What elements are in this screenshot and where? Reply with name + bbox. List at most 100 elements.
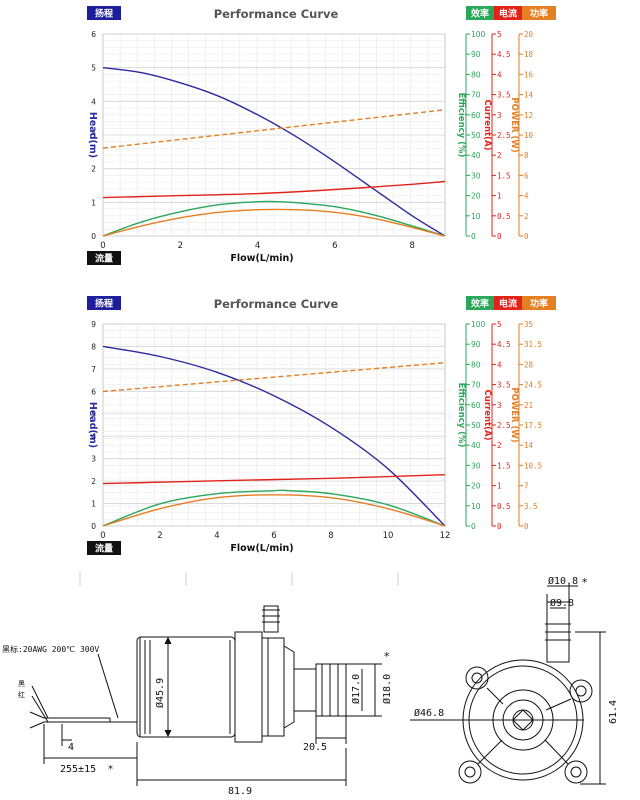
x-axis-label: Flow(L/min) xyxy=(230,543,293,554)
y-tick-label: 0 xyxy=(91,232,96,241)
badge-flow-bg xyxy=(87,541,121,555)
axis-tick-label-eff: 60 xyxy=(471,401,481,410)
series-line-pow xyxy=(102,208,446,237)
axis-tick-label-pow: 14 xyxy=(524,91,534,100)
axis-tick-label-cur: 0.5 xyxy=(497,502,511,511)
axis-tick-label-pow: 24.5 xyxy=(524,381,542,390)
badge-head: 扬程 xyxy=(87,6,121,20)
x-tick-label: 0 xyxy=(100,241,105,251)
axis-label-cur: Current(A) xyxy=(482,390,492,441)
badge-power: 功率 xyxy=(522,296,556,310)
axis-tick-label-cur: 4.5 xyxy=(497,340,511,349)
axis-tick-label-eff: 90 xyxy=(471,340,481,349)
badge-current-text: 电流 xyxy=(499,8,517,20)
axis-tick-label-eff: 30 xyxy=(471,461,481,470)
badge-current-text: 电流 xyxy=(499,298,517,310)
y-axis-label-head: Head(m) xyxy=(87,112,98,158)
dim-star-2: * xyxy=(108,764,113,775)
axis-tick-label-cur: 1 xyxy=(497,482,502,491)
pump-side-view xyxy=(29,605,382,786)
axis-tick-label-pow: 28 xyxy=(524,360,534,369)
badge-power-text: 功率 xyxy=(530,298,548,310)
x-tick-label: 0 xyxy=(100,531,105,541)
badge-current: 电流 xyxy=(494,6,522,20)
x-tick-label: 8 xyxy=(328,531,333,541)
y-tick-label: 4 xyxy=(91,432,96,441)
axis-tick-label-eff: 10 xyxy=(471,212,481,221)
y-tick-label: 8 xyxy=(91,342,96,351)
axis-tick-label-eff: 50 xyxy=(471,131,481,140)
axis-label-pow: POWER (W) xyxy=(509,387,519,442)
y-tick-label: 3 xyxy=(91,131,96,140)
axis-tick-label-cur: 3.5 xyxy=(497,91,511,100)
dim-len205: 20.5 xyxy=(303,742,327,753)
dim-len614: 61.4 xyxy=(608,700,619,724)
axis-tick-label-eff: 50 xyxy=(471,421,481,430)
series-line-cur xyxy=(102,180,446,199)
dim-len819: 81.9 xyxy=(228,786,252,797)
series-line-head xyxy=(102,67,446,237)
x-tick-label: 4 xyxy=(255,241,260,251)
axis-tick-label-cur: 1.5 xyxy=(497,461,511,470)
axis-tick-label-cur: 0 xyxy=(497,232,502,241)
axis-tick-label-pow: 4 xyxy=(524,192,529,201)
pump-dimension-drawing: 黑标:20AWG 200℃ 300V 黑 红 Ø45.9 Ø17.0 Ø18.0… xyxy=(2,572,619,797)
x-tick-label: 8 xyxy=(409,241,414,251)
axis-tick-label-pow: 0 xyxy=(524,522,529,531)
axis-tick-label-pow: 14 xyxy=(524,441,534,450)
axis-tick-label-pow: 2 xyxy=(524,212,529,221)
axis-label-eff: Efficiency (%) xyxy=(456,383,466,448)
axis-tick-label-pow: 18 xyxy=(524,50,534,59)
y-tick-label: 0 xyxy=(91,522,96,531)
axis-tick-label-eff: 20 xyxy=(471,192,481,201)
axis-tick-label-pow: 8 xyxy=(524,151,529,160)
series-line-head xyxy=(102,345,446,527)
axis-tick-label-eff: 100 xyxy=(471,30,486,39)
axis-tick-label-eff: 40 xyxy=(471,151,481,160)
axis-tick-label-eff: 80 xyxy=(471,70,481,79)
axis-tick-label-pow: 0 xyxy=(524,232,529,241)
axis-tick-label-eff: 10 xyxy=(471,502,481,511)
axis-tick-label-cur: 1 xyxy=(497,192,502,201)
x-axis-label: Flow(L/min) xyxy=(230,253,293,264)
axis-tick-label-cur: 4 xyxy=(497,360,502,369)
badge-flow-text: 流量 xyxy=(95,543,113,555)
x-tick-label: 12 xyxy=(440,531,451,541)
badge-current: 电流 xyxy=(494,296,522,310)
dim-d180: Ø18.0 xyxy=(381,674,393,704)
axis-tick-label-eff: 70 xyxy=(471,91,481,100)
dim-d108: Ø10.8 xyxy=(548,575,578,587)
x-tick-label: 6 xyxy=(332,241,337,251)
x-tick-label: 2 xyxy=(178,241,183,251)
badge-head-text: 扬程 xyxy=(95,8,113,20)
y-tick-label: 5 xyxy=(91,410,96,419)
axis-label-pow: POWER (W) xyxy=(509,97,519,152)
y-tick-label: 1 xyxy=(91,500,96,509)
dim-d98: Ø9.8 xyxy=(550,597,574,609)
dim-star-1: * xyxy=(384,650,390,663)
dim-wire-len: 255±15 xyxy=(60,764,96,775)
series-line-pow xyxy=(102,494,446,527)
axis-tick-label-cur: 4.5 xyxy=(497,50,511,59)
badge-efficiency-bg xyxy=(466,296,494,310)
badge-head-bg xyxy=(87,6,121,20)
series-line-cur xyxy=(102,474,446,485)
badge-head-text: 扬程 xyxy=(95,298,113,310)
axis-tick-label-pow: 35 xyxy=(524,320,533,329)
axis-tick-label-cur: 4 xyxy=(497,70,502,79)
y-tick-label: 9 xyxy=(91,320,96,329)
axis-tick-label-pow: 3.5 xyxy=(524,502,538,511)
series-line-pow_in xyxy=(102,362,446,393)
y-tick-label: 3 xyxy=(91,455,96,464)
axis-tick-label-cur: 5 xyxy=(497,30,502,39)
series-line-eff xyxy=(102,489,446,527)
axis-tick-label-eff: 30 xyxy=(471,171,481,180)
axis-tick-label-cur: 5 xyxy=(497,320,502,329)
axis-tick-label-eff: 100 xyxy=(471,320,486,329)
badge-efficiency-text: 效率 xyxy=(471,8,489,20)
axis-tick-label-cur: 3 xyxy=(497,111,502,120)
axis-tick-label-pow: 17.5 xyxy=(524,421,542,430)
axis-tick-label-pow: 21 xyxy=(524,401,533,410)
y-tick-label: 6 xyxy=(91,30,96,39)
